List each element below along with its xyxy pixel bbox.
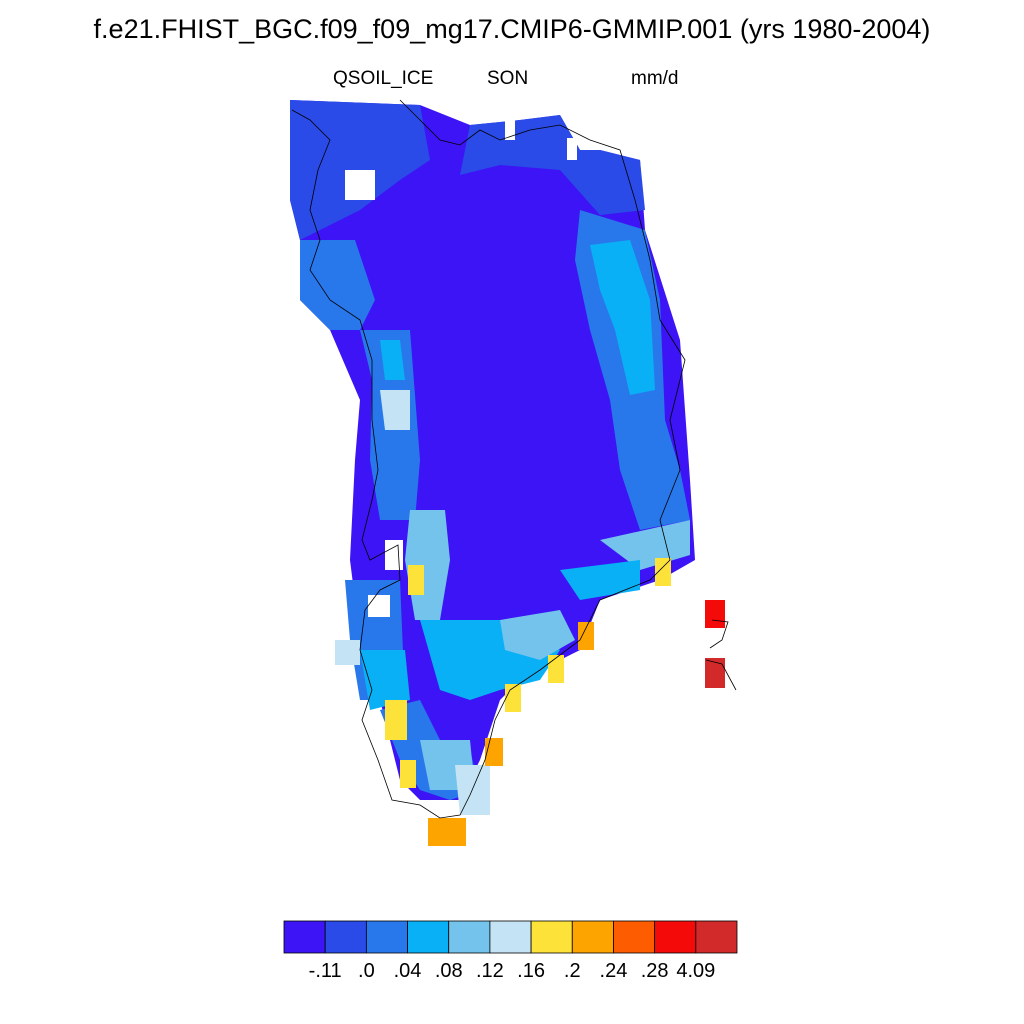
plot-title: f.e21.FHIST_BGC.f09_f09_mg17.CMIP6-GMMIP… bbox=[93, 14, 931, 44]
field-gap-4 bbox=[505, 110, 515, 140]
colorbar-tick-label: .0 bbox=[358, 960, 375, 982]
field-cell-yellow-5 bbox=[548, 655, 564, 683]
colorbar-tick-label: .04 bbox=[393, 960, 422, 982]
units-label: mm/d bbox=[631, 68, 679, 89]
colorbar-swatch bbox=[654, 920, 697, 954]
field-gap-3 bbox=[345, 170, 375, 200]
field-region-w7 bbox=[335, 640, 360, 665]
colorbar-tick-label: .16 bbox=[517, 960, 545, 982]
colorbar-swatch bbox=[613, 920, 656, 954]
field-cell-red-2 bbox=[705, 658, 725, 688]
field-gap-5 bbox=[567, 138, 577, 160]
field-gap-1 bbox=[368, 595, 390, 617]
colorbar-swatch bbox=[283, 920, 326, 954]
colorbar-swatch bbox=[571, 920, 614, 954]
colorbar-tick-label: .28 bbox=[640, 960, 669, 982]
colorbar-swatch bbox=[324, 920, 367, 954]
colorbar-swatch bbox=[530, 920, 573, 954]
field-region-e2 bbox=[590, 240, 655, 395]
field-region-w3 bbox=[380, 390, 410, 430]
colorbar-swatch bbox=[489, 920, 532, 954]
colorbar-tick-label: .12 bbox=[476, 960, 504, 982]
colorbar-swatch bbox=[365, 920, 408, 954]
colorbar-swatch bbox=[448, 920, 491, 954]
field-region-s2 bbox=[500, 610, 575, 660]
field-region-w bbox=[300, 240, 375, 330]
colorbar-tick-label: 4.09 bbox=[676, 960, 716, 982]
season-label: SON bbox=[487, 68, 529, 89]
variable-label: QSOIL_ICE bbox=[333, 68, 434, 89]
colorbar-tick-label: .24 bbox=[599, 960, 628, 982]
colorbar-tick-label: .08 bbox=[434, 960, 463, 982]
field-cell-yellow-4 bbox=[505, 684, 521, 712]
field-region-e4 bbox=[560, 560, 640, 600]
field-region-w6 bbox=[360, 650, 410, 710]
field-region-e3 bbox=[600, 520, 690, 570]
colorbar-tick-label: .2 bbox=[563, 960, 581, 982]
field-cell-yellow-1 bbox=[408, 565, 424, 595]
field-cell-orange-3 bbox=[578, 622, 594, 650]
coastline bbox=[291, 99, 737, 819]
field-cell-orange-1 bbox=[428, 818, 466, 846]
colorbar-swatch bbox=[695, 920, 738, 954]
field-layer bbox=[290, 100, 725, 846]
field-region-w2 bbox=[380, 340, 405, 380]
field-cell-yellow-6 bbox=[655, 558, 671, 586]
colorbar-tick-label: -.11 bbox=[308, 960, 342, 982]
field-cell-yellow-2 bbox=[385, 700, 407, 740]
colorbar-swatch bbox=[407, 920, 450, 954]
field-cell-orange-2 bbox=[485, 738, 503, 766]
field-cell-yellow-3 bbox=[400, 760, 416, 788]
